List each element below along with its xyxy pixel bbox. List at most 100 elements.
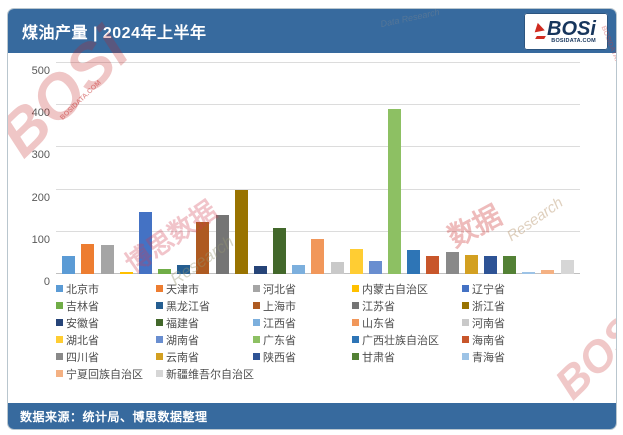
legend-swatch-icon	[462, 302, 469, 309]
legend-swatch-icon	[156, 336, 163, 343]
legend-item: 河北省	[253, 282, 352, 296]
chart-legend: 北京市 天津市 河北省 内蒙古自治区 辽宁省吉林省 黑龙江省 上海市 江苏省 浙江省安徽省 福建省…	[56, 282, 586, 381]
y-tick-label: 200	[31, 191, 50, 204]
bar-河北省	[100, 245, 114, 274]
legend-swatch-icon	[462, 319, 469, 326]
legend-item: 湖南省	[156, 333, 253, 347]
legend-label: 吉林省	[66, 300, 99, 313]
legend-label: 天津市	[166, 283, 199, 296]
gridline-100	[56, 230, 580, 232]
legend-item: 吉林省	[56, 299, 156, 313]
legend-item: 甘肃省	[352, 350, 462, 364]
legend-item: 山东省	[352, 316, 462, 330]
legend-swatch-icon	[156, 319, 163, 326]
legend-item: 河南省	[462, 316, 586, 330]
bar-北京市	[62, 256, 76, 274]
gridline-300	[56, 146, 580, 148]
legend-item: 青海省	[462, 350, 586, 364]
legend-label: 江苏省	[362, 300, 395, 313]
bar-陕西省	[483, 255, 497, 274]
legend-label: 湖北省	[66, 334, 99, 347]
bar-福建省	[273, 227, 287, 274]
chart-card: 煤油产量 | 2024年上半年 BOSi BOSIDATA.COM 0 100 20…	[7, 8, 617, 430]
legend-label: 山东省	[362, 317, 395, 330]
legend-label: 广东省	[263, 334, 296, 347]
legend-item: 辽宁省	[462, 282, 586, 296]
legend-swatch-icon	[462, 353, 469, 360]
legend-label: 河南省	[472, 317, 505, 330]
legend-label: 内蒙古自治区	[362, 283, 428, 296]
bar-青海省	[522, 272, 536, 274]
y-tick-label: 300	[31, 149, 50, 162]
legend-item: 江西省	[253, 316, 352, 330]
bar-广东省	[388, 108, 402, 274]
y-tick-label: 400	[31, 107, 50, 120]
legend-label: 江西省	[263, 317, 296, 330]
chart-title: 煤油产量 | 2024年上半年	[22, 25, 207, 42]
legend-swatch-icon	[156, 285, 163, 292]
legend-item: 海南省	[462, 333, 586, 347]
plot-area	[56, 62, 580, 274]
legend-item: 安徽省	[56, 316, 156, 330]
legend-item: 浙江省	[462, 299, 586, 313]
bar-湖南省	[368, 260, 382, 274]
bar-宁夏回族自治区	[541, 269, 555, 274]
legend-label: 湖南省	[166, 334, 199, 347]
bar-山东省	[311, 238, 325, 274]
legend-item: 湖北省	[56, 333, 156, 347]
gridline-200	[56, 188, 580, 190]
legend-item: 新疆维吾尔自治区	[156, 367, 254, 381]
legend-swatch-icon	[56, 319, 63, 326]
legend-label: 四川省	[66, 351, 99, 364]
legend-label: 黑龙江省	[166, 300, 210, 313]
legend-label: 宁夏回族自治区	[66, 368, 143, 381]
bar-天津市	[81, 243, 95, 274]
legend-swatch-icon	[56, 285, 63, 292]
legend-label: 新疆维吾尔自治区	[166, 368, 254, 381]
legend-swatch-icon	[352, 319, 359, 326]
legend-swatch-icon	[462, 285, 469, 292]
legend-label: 福建省	[166, 317, 199, 330]
legend-swatch-icon	[253, 302, 260, 309]
logo-red-arrow-icon	[534, 22, 547, 39]
legend-swatch-icon	[56, 353, 63, 360]
bar-江苏省	[215, 215, 229, 274]
legend-swatch-icon	[56, 370, 63, 377]
bar-新疆维吾尔自治区	[560, 259, 574, 274]
legend-label: 陕西省	[263, 351, 296, 364]
legend-swatch-icon	[156, 353, 163, 360]
bar-云南省	[464, 254, 478, 274]
bar-吉林省	[158, 268, 172, 274]
header-bar: 煤油产量 | 2024年上半年 BOSi BOSIDATA.COM	[8, 9, 616, 53]
bar-四川省	[445, 252, 459, 274]
legend-label: 河北省	[263, 283, 296, 296]
legend-item: 江苏省	[352, 299, 462, 313]
bar-甘肃省	[503, 255, 517, 274]
legend-item: 宁夏回族自治区	[56, 367, 156, 381]
legend-label: 云南省	[166, 351, 199, 364]
legend-item: 黑龙江省	[156, 299, 253, 313]
data-source: 数据来源：统计局、博思数据整理	[20, 409, 208, 424]
legend-label: 安徽省	[66, 317, 99, 330]
footer-bar: 数据来源：统计局、博思数据整理	[8, 403, 616, 429]
bar-辽宁省	[138, 211, 152, 274]
legend-swatch-icon	[56, 302, 63, 309]
bar-浙江省	[234, 190, 248, 274]
legend-swatch-icon	[352, 285, 359, 292]
legend-label: 北京市	[66, 283, 99, 296]
legend-swatch-icon	[56, 336, 63, 343]
legend-item: 福建省	[156, 316, 253, 330]
bar-安徽省	[253, 265, 267, 274]
legend-item: 广西壮族自治区	[352, 333, 462, 347]
legend-swatch-icon	[253, 336, 260, 343]
y-tick-label: 500	[31, 65, 50, 77]
legend-label: 上海市	[263, 300, 296, 313]
bar-湖北省	[349, 248, 363, 274]
legend-swatch-icon	[156, 370, 163, 377]
bar-内蒙古自治区	[119, 271, 133, 274]
legend-item: 云南省	[156, 350, 253, 364]
legend-label: 辽宁省	[472, 283, 505, 296]
legend-label: 广西壮族自治区	[362, 334, 439, 347]
legend-label: 甘肃省	[362, 351, 395, 364]
